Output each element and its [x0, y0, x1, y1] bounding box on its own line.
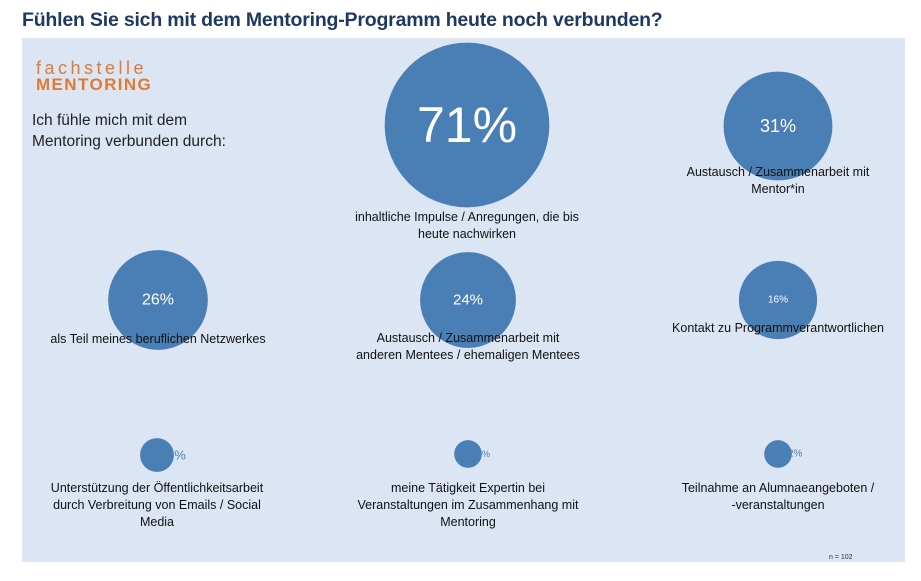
bubble-caption-7-line-3: Mentoring — [440, 515, 496, 529]
bubble-caption-2-line-1: Austausch / Zusammenarbeit mit — [687, 165, 870, 179]
bubble-caption-6-line-2: durch Verbreitung von Emails / Social — [53, 498, 261, 512]
intro-text: Ich fühle mich mit dem Mentoring verbund… — [32, 112, 226, 150]
bubble-4 — [420, 252, 516, 348]
bubble-caption-1-line-2: heute nachwirken — [418, 227, 516, 241]
bubble-caption-8-line-2: -veranstaltungen — [731, 498, 824, 512]
fachstelle-mentoring-logo: fachstelle MENTORING — [36, 59, 152, 93]
bubble-caption-4-line-1: Austausch / Zusammenarbeit mit — [377, 331, 560, 345]
logo-line-1: fachstelle — [36, 58, 148, 78]
bubble-1 — [384, 42, 550, 208]
bubble-5 — [738, 260, 818, 340]
bubble-value-label-7: 2% — [477, 449, 490, 459]
bubble-value-label-5: 16% — [768, 295, 788, 306]
bubble-caption-3-line-1: als Teil meines beruflichen Netzwerkes — [50, 332, 265, 346]
sample-size-note: n = 102 — [829, 554, 853, 561]
bubble-7 — [454, 440, 482, 468]
bubble-8 — [764, 440, 792, 468]
bubble-caption-6-line-3: Media — [140, 515, 174, 529]
bubble-value-label-1: 71% — [417, 97, 517, 153]
bubble-6 — [140, 438, 174, 472]
bubble-caption-6-line-1: Unterstützung der Öffentlichkeitsarbeit — [51, 481, 264, 495]
bubble-value-label-2: 31% — [760, 116, 796, 136]
bubble-value-label-8: 2% — [788, 449, 803, 460]
bubble-value-label-6: 3% — [167, 448, 186, 463]
bubble-caption-1-line-1: inhaltliche Impulse / Anregungen, die bi… — [355, 210, 579, 224]
bubble-caption-4-line-2: anderen Mentees / ehemaligen Mentees — [356, 348, 580, 362]
bubble-value-label-4: 24% — [453, 292, 483, 309]
bubble-caption-8-line-1: Teilnahme an Alumnaeangeboten / — [682, 481, 875, 495]
bubble-caption-7-line-1: meine Tätigkeit Expertin bei — [391, 481, 545, 495]
bubble-caption-7-line-2: Veranstaltungen im Zusammenhang mit — [358, 498, 579, 512]
bubble-caption-2-line-2: Mentor*in — [751, 182, 805, 196]
bubble-2 — [723, 71, 833, 181]
bubble-3 — [108, 250, 208, 350]
bubble-caption-5-line-1: Kontakt zu Programmverantwortlichen — [672, 321, 884, 335]
bubble-value-label-3: 26% — [142, 292, 174, 309]
logo-line-2: MENTORING — [36, 75, 153, 94]
chart-title: Fühlen Sie sich mit dem Mentoring-Progra… — [22, 9, 663, 31]
